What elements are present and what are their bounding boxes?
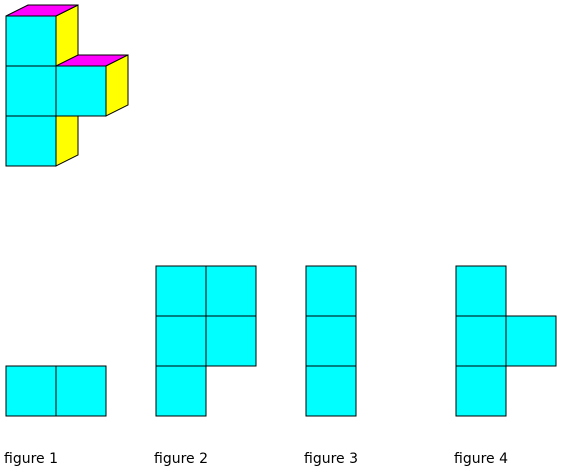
figure-square: [455, 265, 507, 317]
figure-square: [5, 365, 57, 417]
figure-4: [455, 265, 557, 417]
figure-square: [155, 315, 207, 367]
cube-solid: [5, 4, 129, 167]
cube-front-face: [55, 65, 107, 117]
figure-4-label: figure 4: [454, 451, 508, 467]
figure-square: [305, 315, 357, 367]
figure-2-label: figure 2: [154, 451, 208, 467]
cube-front-face: [5, 15, 57, 67]
cube-front-face: [5, 115, 57, 167]
figures-layer: [5, 265, 557, 417]
figure-square: [155, 365, 207, 417]
figure-square: [205, 265, 257, 317]
figure-square: [505, 315, 557, 367]
figure-square: [305, 365, 357, 417]
figure-3: [305, 265, 357, 417]
figure-3-label: figure 3: [304, 451, 358, 467]
figure-1-label: figure 1: [4, 451, 58, 467]
cube-front-face: [5, 65, 57, 117]
figure-square: [455, 315, 507, 367]
figure-square: [205, 315, 257, 367]
figure-2: [155, 265, 257, 417]
figure-square: [155, 265, 207, 317]
cube-side-face: [105, 54, 129, 117]
figure-square: [455, 365, 507, 417]
figure-square: [55, 365, 107, 417]
figure-1: [5, 365, 107, 417]
figure-square: [305, 265, 357, 317]
